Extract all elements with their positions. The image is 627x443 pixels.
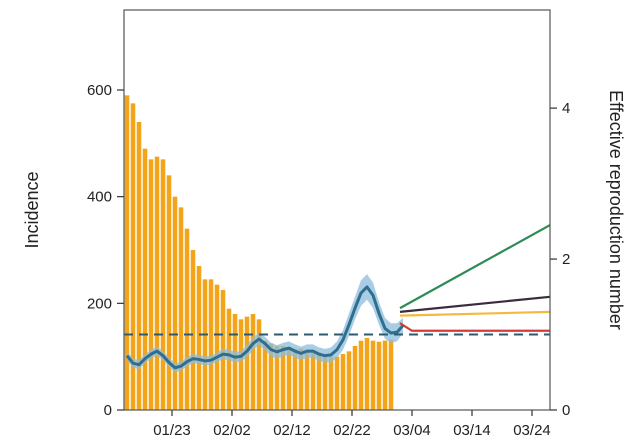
incidence-bar (262, 340, 268, 410)
x-tick-label: 01/23 (153, 422, 191, 439)
x-tick-label: 03/14 (453, 422, 491, 439)
chart-title-fragment: ——— (160, 0, 199, 5)
incidence-bar (334, 356, 340, 410)
incidence-bar (322, 354, 328, 410)
incidence-bar (376, 341, 382, 410)
y2-tick-label: 0 (562, 402, 570, 419)
incidence-bar (202, 279, 208, 410)
incidence-bar (130, 103, 136, 410)
scenario-line (399, 224, 551, 310)
incidence-bar (166, 175, 172, 410)
scenario-line (399, 295, 551, 313)
scenario-line (399, 322, 550, 332)
incidence-bar (172, 196, 178, 410)
incidence-bar (280, 346, 286, 410)
x-tick-label: 03/24 (513, 422, 551, 439)
incidence-bar (304, 350, 310, 410)
scenario-lines-layer (399, 224, 551, 332)
y-tick-label: 600 (87, 82, 112, 99)
incidence-bar (292, 348, 298, 410)
incidence-bar (190, 250, 196, 410)
incidence-bar (142, 148, 148, 410)
y-tick-label: 400 (87, 189, 112, 206)
x-tick-label: 02/02 (213, 422, 251, 439)
right-axis: 0 2 4 (550, 100, 570, 419)
x-tick-label: 02/12 (273, 422, 311, 439)
rt-band-layer (127, 274, 403, 373)
incidence-bar (388, 339, 394, 410)
incidence-bar (364, 338, 370, 410)
y-tick-label: 0 (104, 402, 112, 419)
scenario-line (399, 310, 551, 317)
incidence-bar (346, 351, 352, 410)
bars-layer (124, 95, 394, 410)
incidence-bar (124, 95, 130, 410)
y-tick-label: 200 (87, 295, 112, 312)
incidence-bar (370, 340, 376, 410)
rt-confidence-band (127, 274, 403, 373)
incidence-bar (256, 319, 262, 410)
x-axis: 01/23 02/02 02/12 02/22 03/04 03/14 03/24 (153, 410, 551, 439)
incidence-bar (160, 159, 166, 410)
x-tick-label: 02/22 (333, 422, 371, 439)
rt-estimate-line (125, 285, 405, 370)
incidence-bar (196, 266, 202, 410)
x-tick-label: 03/04 (393, 422, 431, 439)
incidence-bar (286, 347, 292, 410)
incidence-bar (298, 348, 304, 410)
incidence-bar (250, 314, 256, 410)
incidence-bar (358, 340, 364, 410)
incidence-bar (328, 356, 334, 410)
incidence-bar (310, 351, 316, 410)
incidence-bar (382, 340, 388, 410)
incidence-bar (352, 346, 358, 410)
incidence-bar (340, 354, 346, 410)
y2-axis-label: Effective reproduction number (606, 90, 626, 330)
y-axis-label: Incidence (22, 171, 42, 248)
incidence-bar (244, 316, 250, 410)
left-axis: 0 200 400 600 (87, 82, 124, 419)
incidence-bar (214, 284, 220, 410)
incidence-bar (274, 346, 280, 410)
incidence-bar (316, 352, 322, 410)
incidence-bar (184, 228, 190, 410)
incidence-bar (268, 343, 274, 410)
incidence-bar (178, 207, 184, 410)
incidence-bar (148, 159, 154, 410)
y2-tick-label: 2 (562, 251, 570, 268)
y2-tick-label: 4 (562, 100, 570, 117)
rt-line-layer (125, 285, 405, 370)
incidence-bar (154, 156, 160, 410)
incidence-bar (208, 279, 214, 410)
incidence-bar (238, 319, 244, 410)
plot-frame (123, 9, 551, 411)
incidence-bar (136, 122, 142, 410)
